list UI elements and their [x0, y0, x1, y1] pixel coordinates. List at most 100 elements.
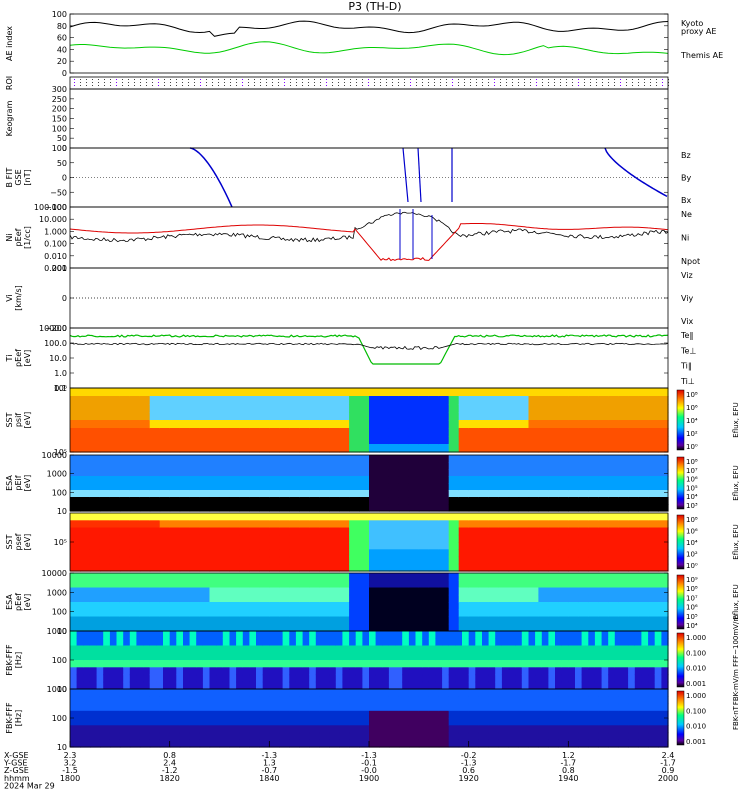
colorbar-esa_elec	[676, 574, 685, 630]
colorbar-tick: 10⁵	[686, 613, 698, 621]
spec-cell	[641, 645, 649, 654]
spec-cell	[239, 549, 250, 558]
spec-cell	[608, 718, 619, 726]
spec-cell	[299, 534, 310, 543]
spec-cell	[588, 623, 599, 632]
spec-cell	[299, 504, 310, 512]
colorbar-esa_ion	[676, 456, 685, 510]
spec-cell	[249, 580, 260, 589]
spec-cell	[508, 556, 520, 565]
spec-cell	[388, 681, 397, 690]
spec-cell	[329, 542, 340, 550]
ytick-label: −100	[45, 203, 67, 212]
spec-cell	[578, 476, 589, 484]
spec-cell	[498, 696, 510, 705]
roi-dot	[614, 79, 615, 80]
spec-cell	[239, 718, 250, 726]
colorbar-tick: 1.000	[686, 692, 706, 700]
spec-cell	[369, 573, 380, 581]
roi-dot	[74, 79, 75, 80]
spec-cell	[256, 645, 264, 654]
spec-cell	[295, 638, 304, 647]
roi-dot	[326, 85, 327, 86]
spec-cell	[169, 739, 181, 748]
spec-cell	[209, 563, 221, 572]
spec-cell	[319, 732, 330, 741]
colorbar-tick: 1.000	[686, 634, 706, 642]
spec-cell	[528, 602, 540, 610]
spec-cell	[428, 667, 436, 676]
spec-cell	[408, 739, 420, 748]
spec-cell	[70, 718, 81, 726]
spec-cell	[658, 696, 669, 705]
spec-cell	[375, 681, 383, 690]
spec-cell	[608, 388, 619, 397]
spec-cell	[80, 504, 91, 512]
spec-cell	[448, 436, 460, 445]
spec-cell	[70, 428, 81, 437]
spec-cell	[528, 504, 540, 512]
colorbar-tick: 10⁴	[686, 417, 698, 425]
spec-cell	[488, 696, 500, 705]
spec-cell	[498, 739, 510, 748]
spec-cell	[129, 469, 141, 477]
spec-cell	[289, 667, 297, 676]
spec-cell	[528, 732, 540, 741]
spec-cell	[99, 718, 111, 726]
spec-cell	[219, 520, 231, 529]
spec-cell	[482, 645, 490, 654]
roi-dot	[572, 82, 573, 83]
spec-cell	[70, 520, 81, 529]
spec-cell	[169, 623, 181, 632]
spec-cell	[149, 609, 161, 618]
spec-cell	[638, 497, 649, 505]
roi-dot	[596, 79, 597, 80]
spec-cell	[468, 420, 480, 429]
spec-cell	[119, 483, 131, 491]
ylabel-ae: AE index	[5, 26, 14, 61]
spec-cell	[538, 455, 549, 463]
spec-cell	[189, 594, 201, 603]
spec-cell	[109, 681, 118, 690]
spec-cell	[279, 689, 290, 697]
spec-cell	[541, 652, 549, 661]
spec-cell	[458, 609, 470, 618]
spec-cell	[70, 444, 81, 453]
spec-cell	[176, 652, 184, 661]
spec-cell	[249, 631, 257, 639]
spec-cell	[179, 703, 191, 712]
colorbar-tick: 0.100	[686, 707, 706, 715]
spec-cell	[558, 412, 569, 421]
spec-cell	[116, 638, 124, 647]
spec-cell	[598, 732, 609, 741]
roi-dot	[512, 85, 513, 86]
spec-cell	[156, 638, 164, 647]
roi-dot	[362, 79, 363, 80]
spec-cell	[89, 718, 101, 726]
spec-cell	[139, 476, 151, 484]
spec-cell	[458, 580, 470, 589]
xtick-z_gse: -1.5	[62, 766, 78, 775]
spec-cell	[329, 602, 340, 610]
spec-cell	[418, 739, 430, 748]
spec-cell	[189, 420, 201, 429]
spec-cell	[335, 638, 343, 647]
spec-cell	[488, 455, 500, 463]
spec-cell	[661, 638, 669, 647]
spec-cell	[219, 739, 231, 748]
spec-cell	[388, 388, 400, 397]
roi-dot	[128, 85, 129, 86]
spec-cell	[359, 563, 370, 572]
roi-dot	[386, 85, 387, 86]
roi-dot	[260, 79, 261, 80]
spec-cell	[359, 513, 370, 521]
spec-cell	[498, 689, 510, 697]
spec-cell	[299, 623, 310, 632]
spec-cell	[279, 527, 290, 536]
spec-cell	[415, 652, 423, 661]
spec-cell	[638, 542, 649, 550]
spec-cell	[568, 534, 579, 543]
spec-cell	[299, 469, 310, 477]
spec-cell	[269, 645, 277, 654]
spec-cell	[236, 631, 244, 639]
